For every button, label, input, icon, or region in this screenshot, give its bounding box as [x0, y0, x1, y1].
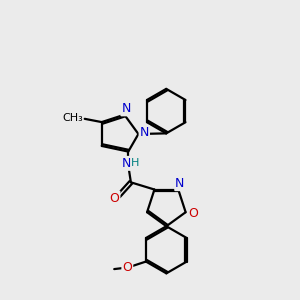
- Text: CH₃: CH₃: [62, 113, 83, 123]
- Text: N: N: [122, 157, 131, 170]
- Text: N: N: [175, 177, 184, 190]
- Text: O: O: [110, 191, 119, 205]
- Text: N: N: [121, 102, 131, 115]
- Text: O: O: [122, 261, 132, 274]
- Text: O: O: [188, 207, 198, 220]
- Text: N: N: [140, 126, 149, 139]
- Text: H: H: [131, 158, 140, 168]
